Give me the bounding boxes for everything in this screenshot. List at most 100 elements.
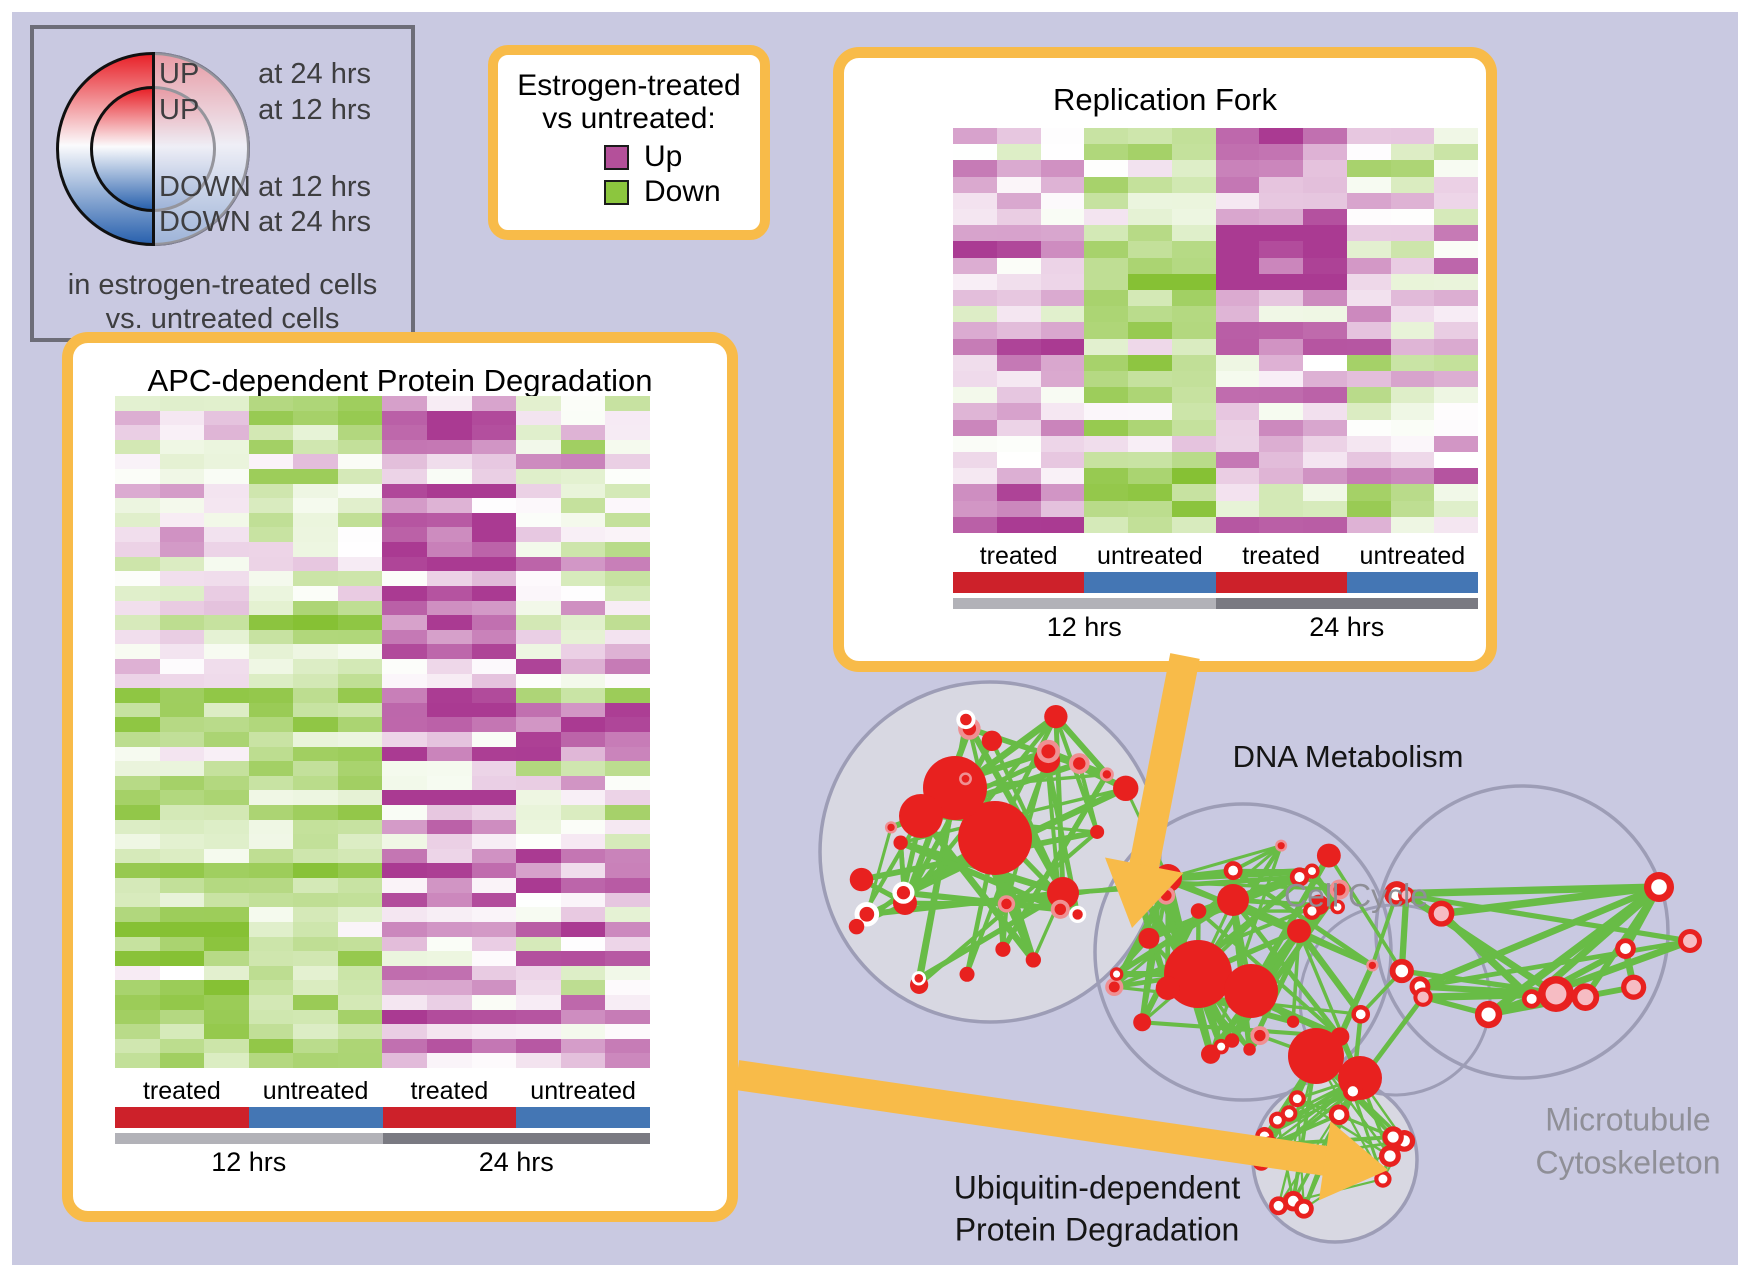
heatmap-cell <box>1390 225 1435 242</box>
heatmap-cell <box>1346 371 1391 388</box>
heatmap-cell <box>1303 225 1347 242</box>
heatmap-cell <box>516 629 561 645</box>
heatmap-cell <box>337 848 383 864</box>
heatmap-cell <box>115 439 160 455</box>
condition-bar <box>248 1107 383 1128</box>
heatmap-cell <box>337 600 383 616</box>
heatmap-cell <box>248 396 294 411</box>
heatmap-cell <box>248 717 294 732</box>
direction-label: DOWN <box>159 171 251 203</box>
heatmap-cell <box>115 1009 160 1025</box>
heatmap-cell <box>427 775 472 791</box>
heatmap-cell <box>248 965 294 981</box>
heatmap-cell <box>471 819 517 835</box>
heatmap-cell <box>204 585 249 601</box>
heatmap-cell <box>1084 225 1128 242</box>
heatmap-cell <box>471 980 517 995</box>
condition-bars <box>953 572 1478 593</box>
heatmap-cell <box>1390 273 1435 290</box>
heatmap-cell <box>427 615 472 630</box>
heatmap-cell <box>1128 419 1172 436</box>
heatmap-cell <box>159 439 205 455</box>
heatmap-cell <box>605 746 650 762</box>
heatmap-cell <box>248 878 294 893</box>
heatmap-cell <box>293 863 338 879</box>
heatmap-cell <box>996 322 1041 339</box>
time-labels: 12 hrs 24 hrs <box>115 1147 650 1177</box>
heatmap-cell <box>1215 306 1260 323</box>
heatmap-cell <box>115 644 160 659</box>
heatmap-cell <box>115 1038 160 1054</box>
heatmap-cell <box>1390 209 1435 226</box>
heatmap-cell <box>248 556 294 572</box>
heatmap-cell <box>427 600 472 616</box>
heatmap-cell <box>204 454 249 470</box>
heatmap-cell <box>293 1024 338 1039</box>
heatmap-cell <box>382 878 428 893</box>
heatmap-cell <box>248 746 294 762</box>
heatmap-cell <box>1390 419 1435 436</box>
heatmap-cell <box>560 556 606 572</box>
heatmap-cell <box>293 936 338 952</box>
condition-bar <box>516 1107 650 1128</box>
heatmap-cell <box>1303 468 1347 485</box>
heatmap-cell <box>1434 241 1478 258</box>
time-bar <box>1215 598 1478 609</box>
heatmap-cell <box>427 483 472 499</box>
apc-degradation-heatmap <box>115 396 650 1068</box>
heatmap-cell <box>996 419 1041 436</box>
heatmap-cell <box>1171 176 1216 193</box>
heatmap-cell <box>560 542 606 557</box>
heatmap-cell <box>337 542 383 557</box>
heatmap-cell <box>382 980 428 995</box>
heatmap-cell <box>1390 144 1435 161</box>
heatmap-cell <box>293 834 338 849</box>
heatmap-cell <box>382 907 428 922</box>
heatmap-cell <box>115 410 160 426</box>
time-label: at 24 hrs <box>258 58 371 90</box>
heatmap-cell <box>427 863 472 879</box>
heatmap-cell <box>1303 516 1347 533</box>
heatmap-cell <box>1215 516 1260 533</box>
heatmap-cell <box>337 644 383 659</box>
heatmap-cell <box>996 128 1041 145</box>
heatmap-cell <box>605 439 650 455</box>
heatmap-cell <box>382 542 428 557</box>
heatmap-cell <box>293 585 338 601</box>
heatmap-cell <box>159 658 205 674</box>
time-label: at 24 hrs <box>258 206 371 238</box>
heatmap-cell <box>1390 176 1435 193</box>
heatmap-cell <box>293 658 338 674</box>
heatmap-cell <box>115 805 160 820</box>
heatmap-cell <box>248 702 294 718</box>
heatmap-cell <box>1434 322 1478 339</box>
heatmap-cell <box>471 936 517 952</box>
heatmap-cell <box>1346 225 1391 242</box>
heatmap-cell <box>1215 419 1260 436</box>
heatmap-cell <box>1171 322 1216 339</box>
heatmap-cell <box>1040 225 1085 242</box>
heatmap-cell <box>382 512 428 528</box>
heatmap-cell <box>1390 435 1435 452</box>
heatmap-cell <box>293 483 338 499</box>
heatmap-cell <box>115 673 160 689</box>
heatmap-cell <box>204 746 249 762</box>
heatmap-cell <box>1390 306 1435 323</box>
heatmap-cell <box>382 600 428 616</box>
heatmap-cell <box>1259 435 1303 452</box>
heatmap-cell <box>1259 176 1303 193</box>
heatmap-cell <box>471 702 517 718</box>
heatmap-cell <box>1390 452 1435 469</box>
heatmap-cell <box>605 965 650 981</box>
heatmap-cell <box>1040 322 1085 339</box>
heatmap-cell <box>293 1053 338 1068</box>
heatmap-cell <box>1346 468 1391 485</box>
heatmap-cell <box>337 396 383 411</box>
heatmap-cell <box>1346 128 1391 145</box>
heatmap-cell <box>248 819 294 835</box>
heatmap-cell <box>248 644 294 659</box>
heatmap-cell <box>471 556 517 572</box>
heatmap-cell <box>996 176 1041 193</box>
heatmap-cell <box>382 585 428 601</box>
heatmap-cell <box>337 805 383 820</box>
